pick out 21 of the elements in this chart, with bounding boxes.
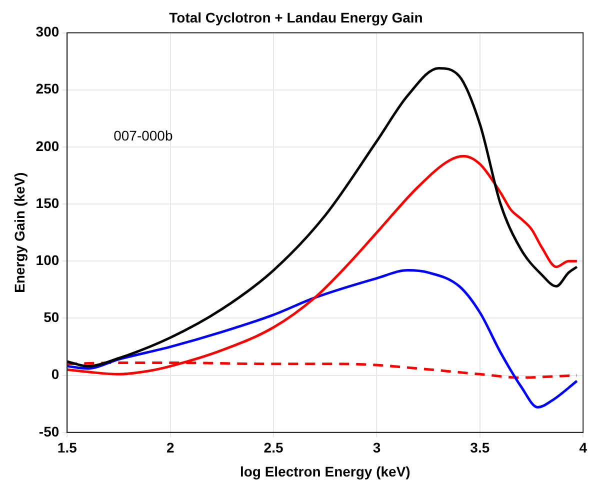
- x-tick-label: 3: [372, 440, 381, 456]
- y-tick-label: -50: [38, 423, 60, 440]
- x-tick-label: 2: [166, 440, 174, 456]
- y-tick-label: 0: [51, 366, 60, 382]
- y-tick-label: 150: [36, 194, 60, 211]
- y-tick-label: 200: [36, 138, 60, 154]
- x-tick-label: 1.5: [57, 440, 78, 456]
- line-series: [67, 269, 578, 409]
- y-axis-title: Energy Gain (keV): [11, 172, 28, 293]
- line-series: [67, 66, 578, 368]
- y-tick-label: 50: [44, 309, 60, 326]
- chart-title: Total Cyclotron + Landau Energy Gain: [169, 9, 423, 26]
- y-tick-label: 100: [36, 252, 60, 268]
- x-tick-label: 2.5: [264, 440, 284, 456]
- x-tick-label: 4: [579, 440, 588, 456]
- line-series: [67, 154, 578, 376]
- y-tick-label: 300: [36, 24, 60, 40]
- x-axis-title: log Electron Energy (keV): [240, 463, 410, 480]
- y-tick-label: 250: [36, 80, 60, 97]
- annotation: 007-000b: [114, 128, 173, 144]
- x-tick-label: 3.5: [470, 440, 490, 456]
